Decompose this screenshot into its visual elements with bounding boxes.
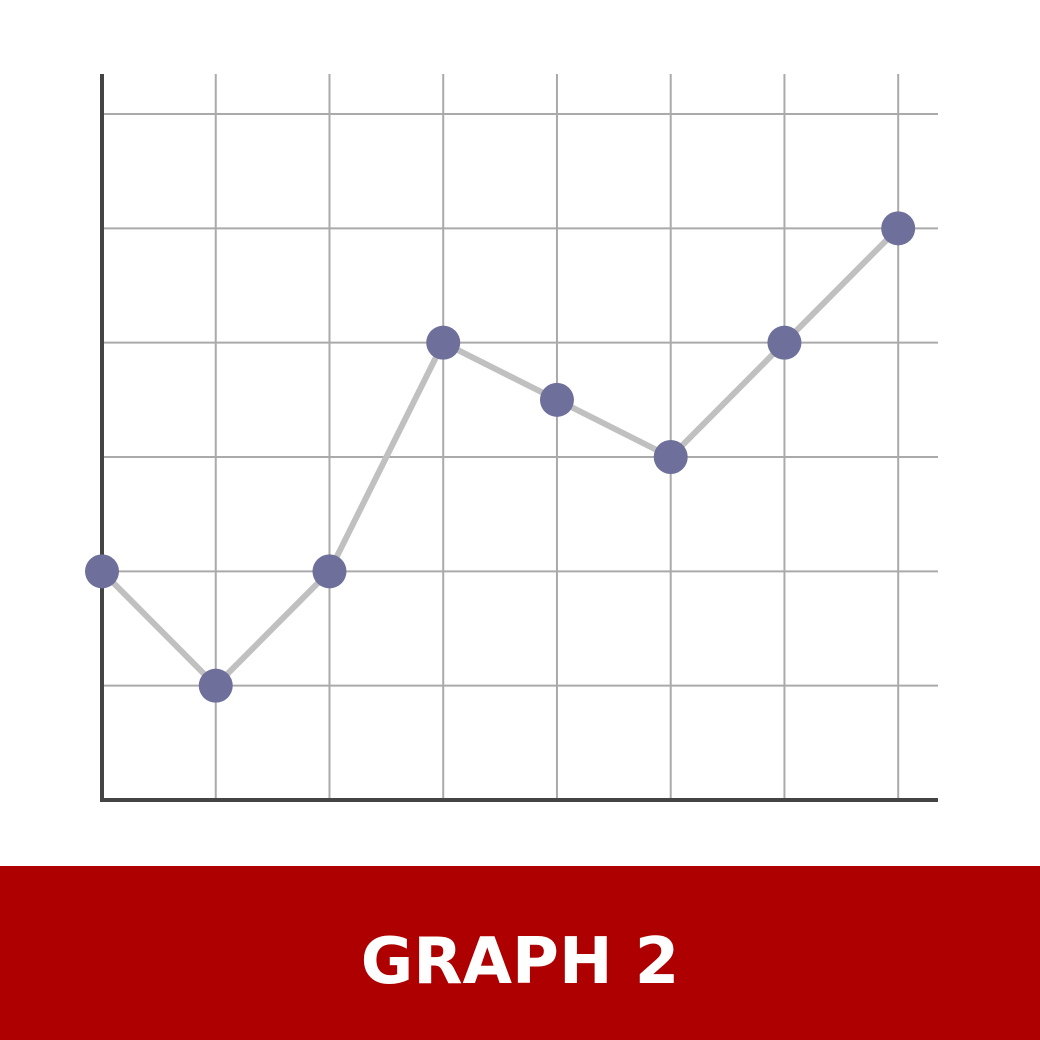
data-point-2 bbox=[198, 668, 233, 703]
axes bbox=[100, 74, 938, 802]
series-line-layer bbox=[99, 225, 902, 689]
data-points bbox=[85, 211, 916, 703]
data-point-7 bbox=[767, 325, 802, 360]
title-banner: GRAPH 2 bbox=[0, 866, 1040, 1040]
data-point-6 bbox=[653, 440, 688, 475]
data-point-1 bbox=[85, 554, 119, 589]
data-point-3 bbox=[312, 554, 347, 589]
line-chart bbox=[85, 74, 938, 802]
data-point-8 bbox=[881, 211, 916, 246]
series-line bbox=[99, 225, 902, 689]
banner-title: GRAPH 2 bbox=[360, 925, 680, 999]
grid bbox=[102, 74, 938, 800]
data-point-5 bbox=[539, 382, 574, 417]
data-point-4 bbox=[426, 325, 461, 360]
